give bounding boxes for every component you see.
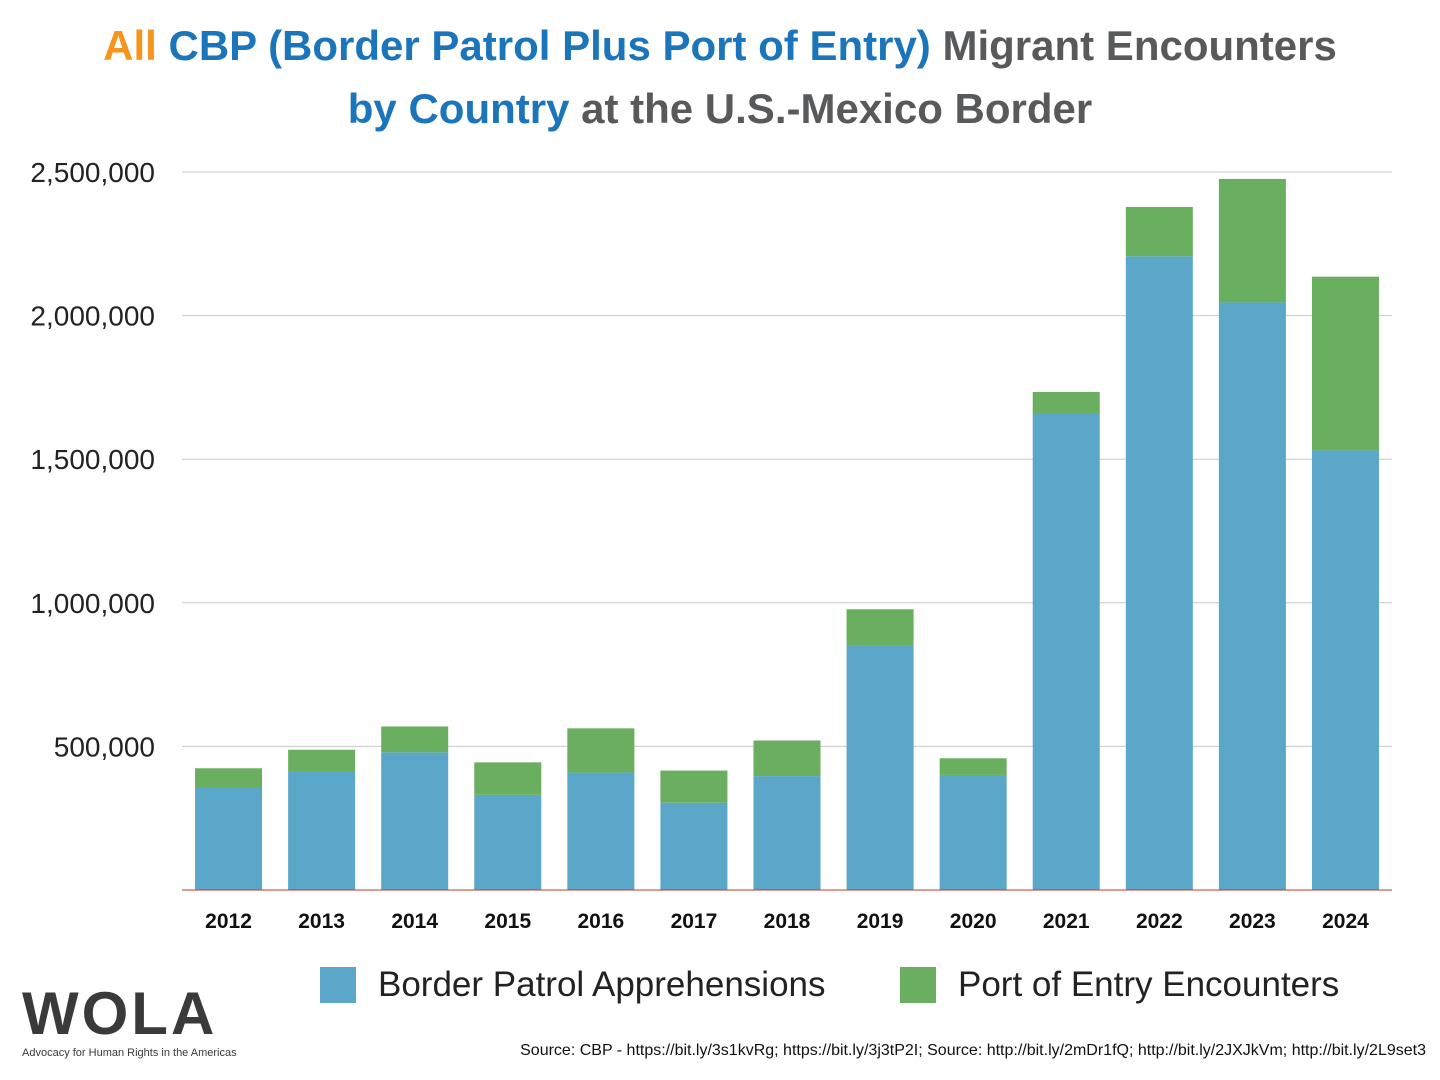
x-tick-label: 2012 bbox=[205, 910, 252, 933]
bar-port-of-entry bbox=[1311, 276, 1379, 451]
x-tick-label: 2017 bbox=[671, 910, 718, 933]
bar-border-patrol bbox=[474, 794, 542, 890]
x-tick-label: 2021 bbox=[1043, 910, 1090, 933]
y-tick-label: 2,500,000 bbox=[30, 157, 155, 188]
legend-label-port-of-entry: Port of Entry Encounters bbox=[958, 965, 1340, 1004]
legend-swatch-border-patrol bbox=[320, 967, 356, 1003]
bar-port-of-entry bbox=[753, 740, 821, 777]
y-tick-label: 1,500,000 bbox=[30, 444, 155, 475]
bar-border-patrol bbox=[1311, 450, 1379, 890]
bar-port-of-entry bbox=[939, 758, 1007, 775]
wola-logo: WOLA Advocacy for Human Rights in the Am… bbox=[22, 982, 252, 1060]
bar-port-of-entry bbox=[288, 749, 356, 771]
title-segment-cbp: CBP (Border Patrol Plus Port of Entry) bbox=[156, 22, 931, 69]
x-tick-label: 2024 bbox=[1322, 910, 1369, 933]
x-tick-label: 2015 bbox=[484, 910, 531, 933]
source-note: Source: CBP - https://bit.ly/3s1kvRg; ht… bbox=[520, 1042, 1426, 1059]
bar-port-of-entry bbox=[846, 609, 914, 646]
chart-legend: Border Patrol Apprehensions Port of Entr… bbox=[0, 965, 1440, 1017]
bar-port-of-entry bbox=[1032, 391, 1100, 414]
bar-border-patrol bbox=[846, 645, 914, 890]
x-tick-label: 2014 bbox=[391, 910, 438, 933]
title-segment-by-country: by Country bbox=[347, 85, 570, 132]
bar-port-of-entry bbox=[195, 768, 263, 788]
x-tick-label: 2022 bbox=[1136, 910, 1183, 933]
x-tick-label: 2013 bbox=[298, 910, 345, 933]
bar-border-patrol bbox=[939, 774, 1007, 890]
legend-item-border-patrol: Border Patrol Apprehensions bbox=[320, 965, 826, 1005]
logo-wordmark: WOLA bbox=[22, 980, 218, 1047]
bar-border-patrol bbox=[381, 752, 449, 890]
chart-title-line-2: by Country at the U.S.-Mexico Border bbox=[0, 79, 1440, 139]
bar-port-of-entry bbox=[1218, 178, 1286, 303]
title-segment-encounters: Migrant Encounters bbox=[930, 22, 1337, 69]
bar-border-patrol bbox=[1125, 256, 1193, 890]
x-tick-label: 2019 bbox=[857, 910, 904, 933]
title-segment-all: All bbox=[103, 22, 157, 69]
bar-port-of-entry bbox=[1125, 206, 1193, 257]
bar-border-patrol bbox=[1032, 413, 1100, 890]
title-segment-border: at the U.S.-Mexico Border bbox=[569, 85, 1093, 132]
bar-border-patrol bbox=[567, 772, 635, 890]
x-tick-label: 2018 bbox=[764, 910, 811, 933]
bar-border-patrol bbox=[660, 802, 728, 890]
x-tick-label: 2020 bbox=[950, 910, 997, 933]
bar-port-of-entry bbox=[474, 762, 542, 795]
logo-tagline: Advocacy for Human Rights in the America… bbox=[22, 1047, 237, 1059]
bar-port-of-entry bbox=[567, 728, 635, 773]
y-tick-label: 500,000 bbox=[54, 731, 155, 762]
legend-swatch-port-of-entry bbox=[900, 967, 936, 1003]
bar-border-patrol bbox=[1218, 302, 1286, 891]
y-tick-label: 1,000,000 bbox=[30, 588, 155, 619]
legend-label-border-patrol: Border Patrol Apprehensions bbox=[378, 965, 826, 1004]
x-tick-label: 2023 bbox=[1229, 910, 1276, 933]
chart-title-line-1: All CBP (Border Patrol Plus Port of Entr… bbox=[0, 16, 1440, 76]
bar-border-patrol bbox=[195, 787, 263, 890]
bar-port-of-entry bbox=[381, 726, 449, 753]
y-tick-label: 2,000,000 bbox=[30, 301, 155, 332]
legend-item-port-of-entry: Port of Entry Encounters bbox=[900, 965, 1339, 1005]
bar-chart: 500,000 1,000,000 1,500,000 2,000,000 2,500,… bbox=[30, 157, 1392, 933]
x-tick-label: 2016 bbox=[577, 910, 624, 933]
bar-border-patrol bbox=[288, 770, 356, 890]
bar-port-of-entry bbox=[660, 770, 728, 803]
bar-border-patrol bbox=[753, 776, 821, 890]
